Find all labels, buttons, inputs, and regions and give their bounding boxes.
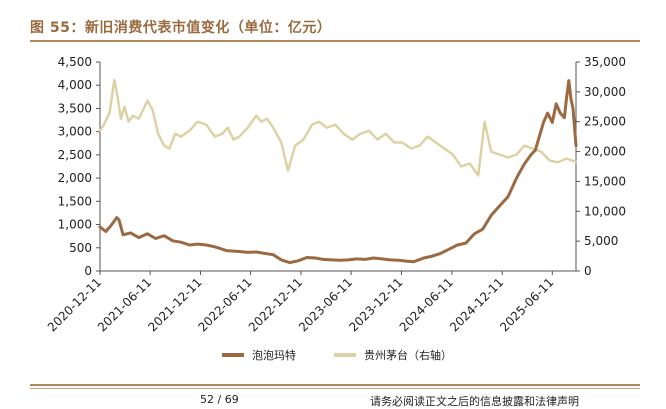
left-tick-label: 0 bbox=[84, 264, 92, 278]
series-line-popmart bbox=[98, 79, 578, 265]
footer-divider bbox=[30, 384, 640, 386]
right-tick-label: 25,000 bbox=[584, 115, 626, 129]
right-tick-label: 20,000 bbox=[584, 145, 626, 159]
right-tick-label: 10,000 bbox=[584, 204, 626, 218]
footer-divider-thin bbox=[30, 388, 640, 389]
left-tick-label: 1,500 bbox=[58, 194, 92, 208]
right-axis-ticks: 0 5,000 10,000 15,000 20,000 25,000 30,000 35,0… bbox=[576, 55, 626, 278]
x-axis-ticks: 2020-12-112021-06-112021-12-112022-06-11… bbox=[45, 271, 556, 334]
disclaimer-note: 请务必阅读正文之后的信息披露和法律声明 bbox=[370, 395, 579, 408]
chart-legend: 泡泡玛特 贵州茅台（右轴） bbox=[222, 348, 452, 362]
left-tick-label: 4,500 bbox=[58, 55, 92, 69]
left-tick-label: 4,000 bbox=[58, 78, 92, 92]
series-line-moutai bbox=[98, 78, 578, 177]
page-number: 52 / 69 bbox=[200, 393, 239, 406]
right-tick-label: 5,000 bbox=[584, 234, 618, 248]
left-tick-label: 3,000 bbox=[58, 125, 92, 139]
left-tick-label: 2,500 bbox=[58, 148, 92, 162]
title-divider bbox=[30, 40, 640, 42]
right-tick-label: 15,000 bbox=[584, 174, 626, 188]
left-tick-label: 1,000 bbox=[58, 218, 92, 232]
legend-label-popmart: 泡泡玛特 bbox=[252, 348, 296, 362]
right-tick-label: 0 bbox=[584, 264, 592, 278]
right-tick-label: 30,000 bbox=[584, 85, 626, 99]
right-tick-label: 35,000 bbox=[584, 55, 626, 69]
legend-label-moutai: 贵州茅台（右轴） bbox=[364, 348, 452, 362]
left-tick-label: 500 bbox=[69, 241, 92, 255]
chart-axes bbox=[99, 62, 577, 272]
figure-title: 图 55：新旧消费代表市值变化（单位：亿元） bbox=[30, 20, 332, 36]
left-axis-ticks: 0 500 1,000 1,500 2,000 2,500 3,000 3,500 4,000 4… bbox=[58, 55, 100, 278]
x-tick-label: 2025-06-11 bbox=[497, 275, 556, 334]
series-lines bbox=[98, 78, 578, 265]
left-tick-label: 2,000 bbox=[58, 171, 92, 185]
left-tick-label: 3,500 bbox=[58, 101, 92, 115]
